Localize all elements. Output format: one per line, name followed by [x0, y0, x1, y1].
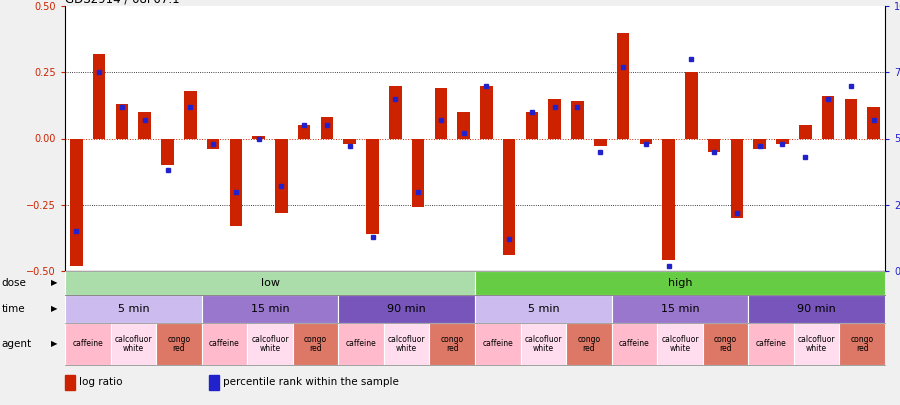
Text: 5 min: 5 min: [118, 304, 149, 314]
Bar: [799, 125, 812, 139]
Bar: [70, 139, 83, 266]
Bar: [338, 323, 384, 365]
Text: calcofluor
white: calcofluor white: [114, 335, 152, 353]
Bar: [207, 139, 220, 149]
Bar: [703, 323, 748, 365]
Bar: [840, 323, 885, 365]
Text: 15 min: 15 min: [661, 304, 699, 314]
Bar: [753, 139, 766, 149]
Bar: [566, 323, 612, 365]
Bar: [708, 139, 720, 152]
Bar: [526, 112, 538, 139]
Text: caffeine: caffeine: [72, 339, 104, 348]
Bar: [475, 295, 612, 323]
Bar: [612, 323, 657, 365]
Bar: [412, 139, 424, 207]
Bar: [320, 117, 333, 139]
Text: congo
red: congo red: [167, 335, 191, 353]
Text: congo
red: congo red: [304, 335, 327, 353]
Bar: [209, 375, 219, 390]
Text: congo
red: congo red: [441, 335, 464, 353]
Text: calcofluor
white: calcofluor white: [388, 335, 426, 353]
Text: GDS2914 / 08F07.1: GDS2914 / 08F07.1: [65, 0, 180, 6]
Bar: [338, 295, 475, 323]
Bar: [139, 112, 151, 139]
Text: agent: agent: [2, 339, 32, 349]
Bar: [475, 271, 885, 295]
Bar: [480, 85, 492, 139]
Bar: [202, 295, 338, 323]
Bar: [230, 139, 242, 226]
Bar: [844, 99, 857, 139]
Bar: [93, 54, 105, 139]
Bar: [65, 271, 475, 295]
Bar: [612, 295, 748, 323]
Bar: [731, 139, 743, 218]
Text: ▶: ▶: [50, 339, 58, 348]
Bar: [292, 323, 338, 365]
Bar: [685, 72, 698, 139]
Text: percentile rank within the sample: percentile rank within the sample: [223, 377, 399, 387]
Text: 5 min: 5 min: [527, 304, 559, 314]
Bar: [184, 91, 196, 139]
Bar: [65, 323, 111, 365]
Bar: [520, 323, 566, 365]
Bar: [457, 112, 470, 139]
Bar: [640, 139, 652, 144]
Bar: [156, 323, 202, 365]
Text: calcofluor
white: calcofluor white: [251, 335, 289, 353]
Bar: [111, 323, 156, 365]
Text: caffeine: caffeine: [756, 339, 787, 348]
Bar: [594, 139, 607, 147]
Bar: [65, 295, 202, 323]
Text: caffeine: caffeine: [346, 339, 376, 348]
Text: calcofluor
white: calcofluor white: [798, 335, 835, 353]
Text: time: time: [2, 304, 25, 314]
Bar: [794, 323, 840, 365]
Bar: [252, 136, 265, 139]
Bar: [161, 139, 174, 165]
Bar: [822, 96, 834, 139]
Bar: [429, 323, 475, 365]
Bar: [475, 323, 520, 365]
Text: log ratio: log ratio: [79, 377, 122, 387]
Bar: [366, 139, 379, 234]
Bar: [344, 139, 356, 144]
Text: 15 min: 15 min: [251, 304, 289, 314]
Text: caffeine: caffeine: [619, 339, 650, 348]
Text: congo
red: congo red: [577, 335, 600, 353]
Bar: [65, 375, 76, 390]
Bar: [248, 323, 292, 365]
Bar: [384, 323, 429, 365]
Bar: [748, 295, 885, 323]
Bar: [662, 139, 675, 260]
Text: congo
red: congo red: [714, 335, 737, 353]
Text: low: low: [260, 278, 280, 288]
Bar: [202, 323, 248, 365]
Bar: [275, 139, 288, 213]
Bar: [116, 104, 128, 139]
Bar: [503, 139, 516, 255]
Bar: [572, 101, 584, 139]
Text: caffeine: caffeine: [209, 339, 239, 348]
Text: 90 min: 90 min: [387, 304, 426, 314]
Bar: [298, 125, 310, 139]
Text: ▶: ▶: [50, 305, 58, 313]
Bar: [435, 88, 447, 139]
Text: ▶: ▶: [50, 279, 58, 288]
Bar: [548, 99, 561, 139]
Text: 90 min: 90 min: [797, 304, 836, 314]
Bar: [616, 32, 629, 139]
Bar: [389, 85, 401, 139]
Bar: [748, 323, 794, 365]
Bar: [776, 139, 788, 144]
Text: congo
red: congo red: [850, 335, 874, 353]
Text: calcofluor
white: calcofluor white: [662, 335, 698, 353]
Text: caffeine: caffeine: [482, 339, 513, 348]
Bar: [868, 107, 880, 139]
Text: dose: dose: [2, 278, 27, 288]
Text: high: high: [668, 278, 692, 288]
Bar: [657, 323, 703, 365]
Text: calcofluor
white: calcofluor white: [525, 335, 562, 353]
